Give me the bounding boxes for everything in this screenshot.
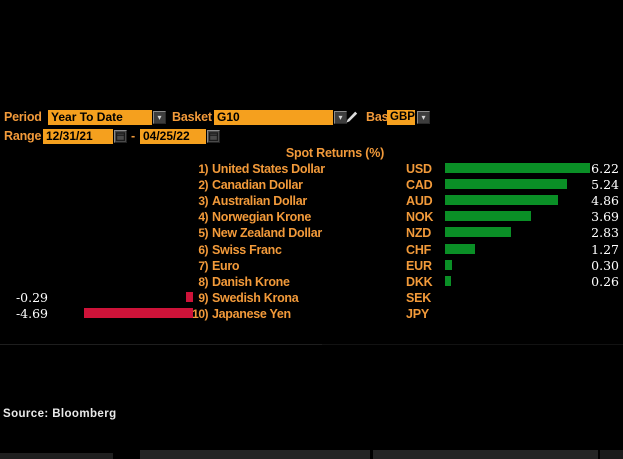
currency-name: Canadian Dollar (212, 178, 303, 192)
currency-name: Euro (212, 259, 240, 273)
row-number: 4) (198, 210, 208, 224)
base-select[interactable]: GBP (387, 110, 415, 125)
edit-basket-button[interactable] (344, 110, 359, 125)
currency-ticker: SEK (406, 291, 432, 305)
pencil-icon (344, 110, 359, 125)
taskbar-segment[interactable] (140, 450, 370, 459)
currency-name: Norwegian Krone (212, 210, 311, 224)
range-start-calendar-button[interactable] (114, 130, 127, 143)
row-number: 3) (198, 194, 208, 208)
currency-name: Swedish Krona (212, 291, 299, 305)
row-number: 5) (198, 226, 208, 240)
value-label: 5.24 (591, 177, 619, 192)
value-bar (445, 195, 558, 205)
currency-ticker: JPY (406, 307, 430, 321)
range-separator: - (131, 129, 135, 143)
currency-name: New Zealand Dollar (212, 226, 322, 240)
currency-name: Australian Dollar (212, 194, 307, 208)
currency-name: Danish Krone (212, 275, 290, 289)
value-bar (445, 163, 590, 173)
currency-name: Swiss Franc (212, 243, 282, 257)
period-select[interactable]: Year To Date (48, 110, 152, 125)
range-end-input[interactable]: 04/25/22 (140, 129, 206, 144)
row-number: 10) (192, 307, 208, 321)
chevron-down-icon: ▾ (338, 112, 343, 122)
taskbar-segment[interactable] (0, 453, 113, 459)
row-number: 2) (198, 178, 208, 192)
row-number: 8) (198, 275, 208, 289)
value-label: 0.30 (591, 258, 619, 273)
value-bar (445, 211, 531, 221)
source-attribution: Source: Bloomberg (3, 408, 117, 420)
range-end-calendar-button[interactable] (207, 130, 220, 143)
value-bar (445, 244, 475, 254)
value-label: 3.69 (591, 209, 619, 224)
row-number: 9) (198, 291, 208, 305)
range-start-input[interactable]: 12/31/21 (43, 129, 113, 144)
value-label: 2.83 (591, 225, 619, 240)
currency-name: Japanese Yen (212, 307, 291, 321)
currency-ticker: USD (406, 162, 432, 176)
row-number: 7) (198, 259, 208, 273)
currency-ticker: NZD (406, 226, 432, 240)
value-bar (84, 308, 193, 318)
value-label: -4.69 (15, 306, 48, 321)
currency-ticker: NOK (406, 210, 434, 224)
currency-ticker: CAD (406, 178, 433, 192)
chevron-down-icon: ▾ (157, 112, 162, 122)
divider-line (322, 344, 623, 345)
currency-ticker: AUD (406, 194, 433, 208)
basket-select[interactable]: G10 (214, 110, 333, 125)
value-bar (445, 179, 567, 189)
row-number: 6) (198, 243, 208, 257)
currency-ticker: DKK (406, 275, 433, 289)
basket-label: Basket (172, 110, 212, 124)
range-label: Range (4, 129, 42, 143)
base-dropdown-button[interactable]: ▾ (417, 111, 430, 124)
divider-line (0, 344, 322, 345)
value-label: 6.22 (591, 161, 619, 176)
row-number: 1) (198, 162, 208, 176)
value-label: 4.86 (591, 193, 619, 208)
chart-title: Spot Returns (%) (285, 146, 385, 160)
value-label: 0.26 (591, 274, 619, 289)
value-bar (186, 292, 193, 302)
period-dropdown-button[interactable]: ▾ (153, 111, 166, 124)
chevron-down-icon: ▾ (421, 112, 426, 122)
period-label: Period (4, 110, 42, 124)
currency-ticker: EUR (406, 259, 432, 273)
basket-dropdown-button[interactable]: ▾ (334, 111, 347, 124)
taskbar-segment[interactable] (373, 450, 598, 459)
value-label: -0.29 (15, 290, 48, 305)
bottom-taskbar (0, 449, 623, 459)
currency-ticker: CHF (406, 243, 432, 257)
value-label: 1.27 (591, 242, 619, 257)
value-bar (445, 260, 452, 270)
calendar-icon (116, 132, 125, 141)
calendar-icon (209, 132, 218, 141)
value-bar (445, 227, 511, 237)
currency-name: United States Dollar (212, 162, 325, 176)
value-bar (445, 276, 451, 286)
taskbar-segment[interactable] (600, 450, 623, 459)
